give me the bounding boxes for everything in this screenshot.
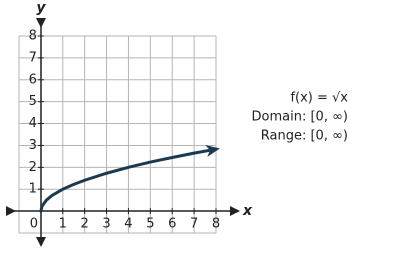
annotation: f(x) = √x: [290, 91, 348, 106]
x-tick-label: 3: [102, 217, 110, 232]
x-tick-label: 4: [124, 217, 132, 232]
y-tick-label: 4: [29, 116, 37, 131]
annotation: Domain: [0, ∞): [252, 110, 348, 125]
x-tick-label: 1: [59, 217, 67, 232]
x-tick-label: 0: [30, 217, 38, 232]
x-tick-label: 7: [190, 217, 198, 232]
y-tick-label: 7: [29, 50, 37, 65]
y-tick-label: 2: [29, 160, 37, 175]
y-tick-label: 1: [29, 182, 37, 197]
x-tick-label: 8: [212, 217, 220, 232]
y-tick-label: 8: [29, 29, 37, 44]
y-tick-label: 5: [29, 94, 37, 109]
y-axis-label: y: [36, 0, 46, 16]
function-curve: [39, 145, 220, 213]
grid: [18, 35, 217, 234]
x-tick-label: 6: [168, 217, 176, 232]
x-tick-label: 5: [146, 217, 154, 232]
y-tick-label: 3: [29, 138, 37, 153]
annotation: Range: [0, ∞): [261, 129, 348, 144]
x-tick-label: 2: [81, 217, 89, 232]
y-tick-label: 6: [29, 72, 37, 87]
x-axis-label: x: [242, 203, 253, 219]
